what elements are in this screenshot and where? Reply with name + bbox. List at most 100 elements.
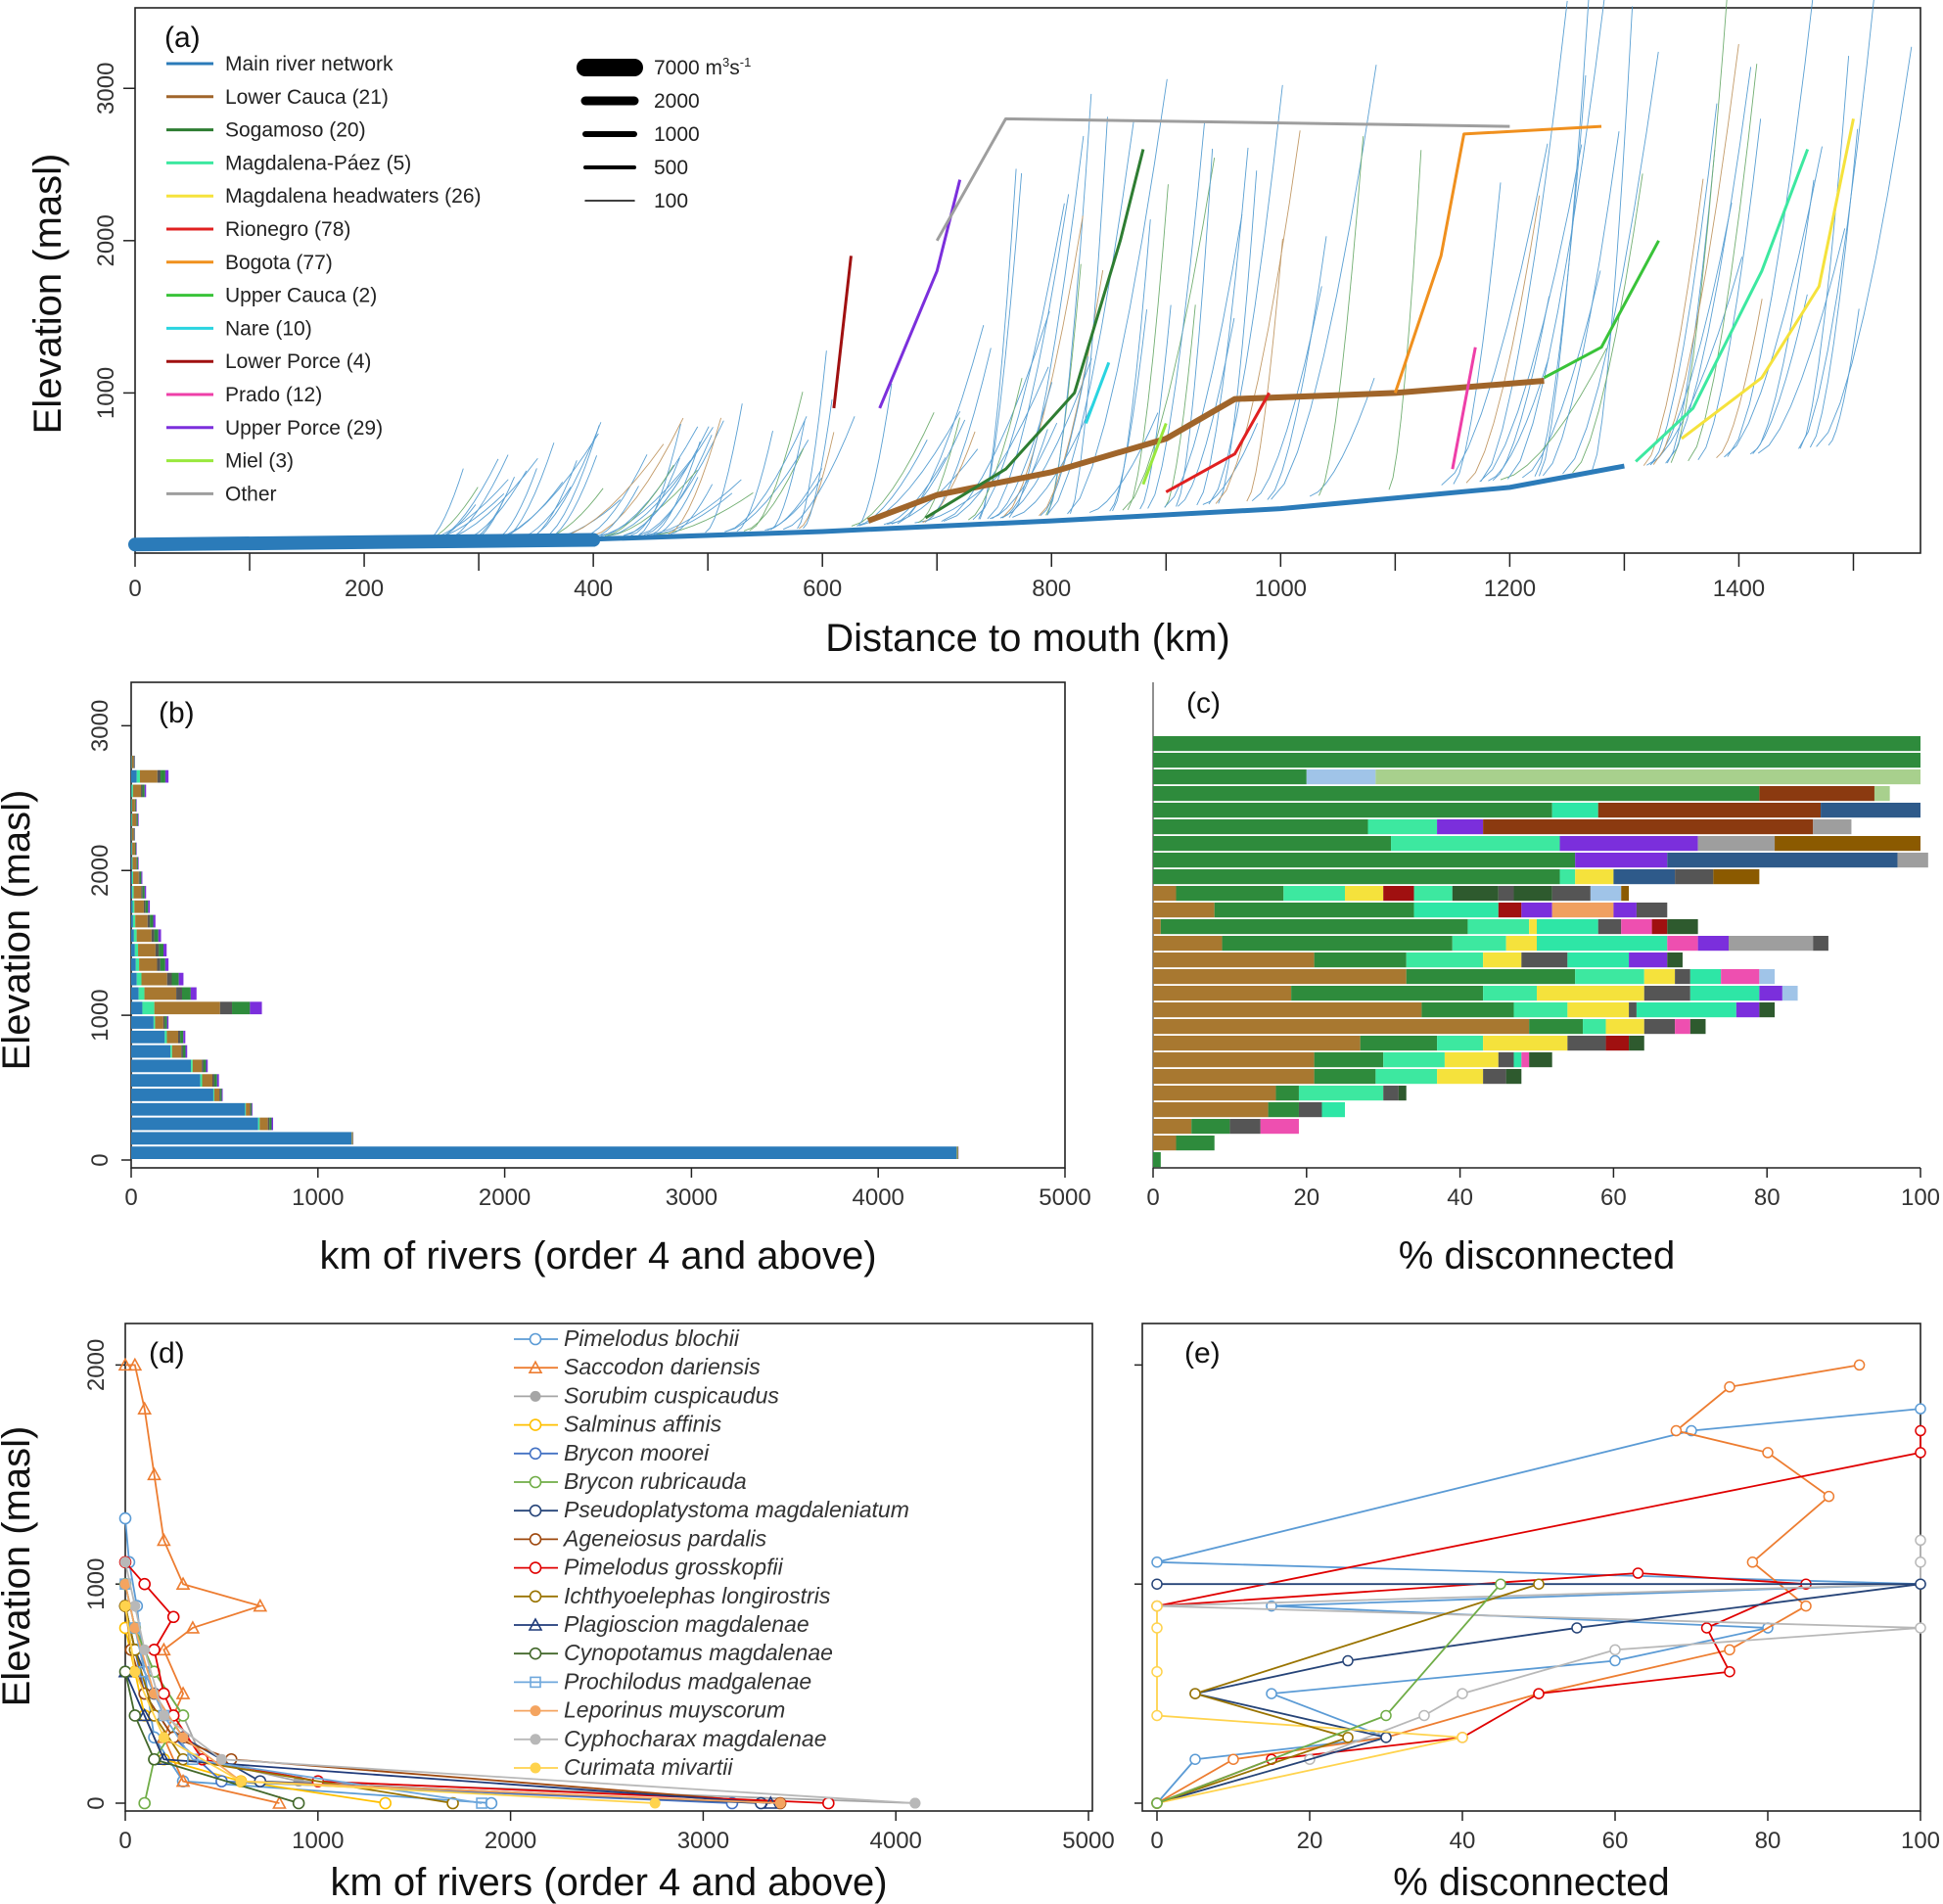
- marker-circle: [1670, 1424, 1683, 1437]
- stacked-segment: [1689, 969, 1722, 985]
- bar-segment: [211, 1074, 214, 1088]
- tributary-line: [1164, 214, 1243, 508]
- legend-species-label: Cyphocharax magdalenae: [564, 1726, 827, 1751]
- bar-segment: [136, 857, 138, 870]
- bar-segment: [219, 1001, 233, 1015]
- marker-circle: [529, 1561, 542, 1574]
- marker-triangle: [157, 1532, 171, 1547]
- stacked-segment: [1153, 786, 1760, 802]
- legend-species-label: Curimata mivartii: [564, 1754, 733, 1780]
- bar-segment: [141, 871, 143, 885]
- stacked-segment: [1413, 886, 1453, 902]
- panel-e-label: (e): [1184, 1337, 1221, 1370]
- marker-circle: [1189, 1753, 1201, 1765]
- bar-segment: [180, 1030, 184, 1044]
- legend-label: Magdalena headwaters (26): [225, 185, 482, 208]
- legend-species-label: Brycon rubricauda: [564, 1468, 747, 1494]
- stacked-segment: [1153, 1119, 1192, 1135]
- tributary-line: [651, 441, 701, 535]
- stacked-segment: [1421, 1002, 1514, 1018]
- stacked-segment: [1521, 952, 1568, 968]
- panel-c-xlabel: % disconnected: [1399, 1234, 1675, 1277]
- stacked-segment: [1153, 986, 1292, 1001]
- panel-c-xtick-label: 60: [1600, 1184, 1627, 1211]
- panel-a-xtick-label: 1000: [1255, 576, 1307, 602]
- tributary-line: [1488, 357, 1550, 482]
- series-line: [866, 377, 1545, 524]
- species-line: [1156, 1540, 1921, 1804]
- stacked-segment: [1613, 903, 1637, 918]
- bar-segment: [136, 842, 137, 856]
- stacked-segment: [1759, 786, 1874, 802]
- bar-segment: [956, 1146, 958, 1159]
- stacked-segment: [1483, 986, 1537, 1001]
- legend-species-label: Cynopotamus magdalenae: [564, 1640, 833, 1665]
- stacked-segment: [1153, 803, 1552, 818]
- tributary-line: [653, 492, 733, 535]
- bar-segment: [154, 929, 159, 943]
- tributary-line: [1246, 238, 1283, 502]
- bar-segment: [134, 944, 139, 956]
- bar-segment: [257, 1117, 260, 1131]
- tributary-line: [643, 435, 713, 535]
- marker-dot: [158, 1732, 169, 1743]
- tributary-line: [783, 416, 856, 531]
- bar-segment: [250, 1001, 262, 1015]
- panel-a-frame: [134, 7, 1921, 554]
- marker-circle: [1724, 1644, 1735, 1656]
- stacked-segment: [1153, 1052, 1315, 1068]
- stacked-segment: [1575, 969, 1644, 985]
- bar-segment: [159, 944, 164, 956]
- tributary-line: [1218, 170, 1258, 504]
- tributary-line: [421, 479, 509, 542]
- marker-dot: [119, 1601, 131, 1612]
- marker-triangle: [175, 1773, 191, 1788]
- panel-d-ytick-label: 2000: [83, 1339, 110, 1391]
- legend-species-label: Sorubim cuspicaudus: [564, 1382, 779, 1408]
- tributary-line: [766, 468, 823, 531]
- stacked-segment: [1551, 886, 1591, 902]
- tributary-line: [474, 497, 505, 540]
- stacked-segment: [1345, 886, 1384, 902]
- bar-segment: [267, 1117, 270, 1131]
- panel-b: 0 1000 2000 3000 4000 5000 0 1000 2000 3000 km of …: [0, 681, 1091, 1277]
- marker-circle: [1151, 1556, 1163, 1568]
- bar-segment: [132, 914, 136, 928]
- panel-d-xtick-label: 1000: [292, 1828, 344, 1854]
- series-line: [1084, 361, 1111, 425]
- stacked-segment: [1375, 769, 1920, 785]
- panel-c: 0 20 40 60 80 100 % disconnected (c): [1146, 682, 1940, 1277]
- tributary-line: [1122, 158, 1216, 511]
- tributary-line: [724, 440, 810, 533]
- tributary-line: [1208, 84, 1283, 505]
- size-label: 100: [654, 190, 688, 212]
- bar-segment: [144, 784, 147, 798]
- bar-segment: [200, 1074, 203, 1088]
- legend-species-label: Plagioscion magdalenae: [564, 1611, 810, 1637]
- legend-species-label: Leporinus muyscorum: [564, 1697, 785, 1723]
- panel-d: 0 1000 2000 3000 4000 5000 0 1000 2000 km of rive…: [0, 1323, 1115, 1904]
- tributary-line: [1441, 143, 1549, 486]
- main-trunk: [128, 533, 601, 552]
- bar-segment: [181, 1045, 183, 1058]
- tributary-line: [1507, 0, 1605, 480]
- tributary-line: [668, 417, 722, 534]
- marker-circle: [158, 1687, 170, 1700]
- bar-segment: [136, 769, 140, 783]
- tributary-line: [1752, 179, 1815, 454]
- stacked-segment: [1153, 1036, 1361, 1051]
- bar-segment: [131, 784, 133, 798]
- bar-segment: [252, 1102, 254, 1116]
- tributary-line: [1688, 64, 1758, 462]
- marker-circle: [118, 1665, 132, 1679]
- stacked-segment: [1153, 769, 1307, 785]
- marker-circle: [1762, 1447, 1774, 1459]
- stacked-segment: [1675, 969, 1690, 985]
- tributary-line: [1724, 146, 1823, 458]
- marker-circle: [1915, 1622, 1926, 1634]
- bar-segment: [132, 900, 135, 913]
- tributary-line: [1492, 296, 1550, 482]
- stacked-segment: [1667, 919, 1698, 935]
- stacked-segment: [1529, 919, 1537, 935]
- bar-segment: [131, 799, 132, 813]
